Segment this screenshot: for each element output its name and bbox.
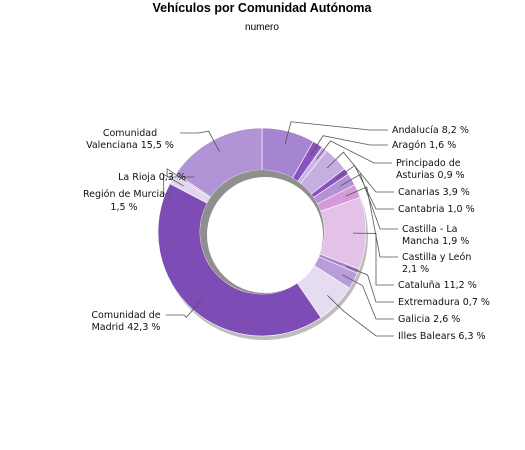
leader-line-12	[163, 173, 184, 195]
chart-subtitle: numero	[245, 22, 279, 33]
slice-label-2: Principado de Asturias 0,9 %	[396, 158, 465, 181]
slice-labels: Andalucía 8,2 % Aragón 1,6 % Principado de…	[83, 125, 490, 342]
slice-label-4: Cantabria 1,0 %	[398, 204, 475, 215]
leader-line-7	[352, 232, 394, 286]
slice-label-1: Aragón 1,6 %	[392, 140, 456, 151]
leader-line-9	[342, 274, 394, 320]
slice-label-10: Illes Balears 6,3 %	[398, 331, 486, 342]
leader-line-11	[165, 299, 202, 318]
leader-line-2	[316, 140, 392, 164]
slice-label-12: Región de Murcia 1,5 %	[83, 189, 165, 213]
leader-line-3	[326, 151, 394, 193]
donut-hole	[207, 177, 323, 293]
slice-label-8: Extremadura 0,7 %	[398, 297, 490, 308]
slices-group	[157, 127, 368, 340]
slice-label-7: Cataluña 11,2 %	[398, 280, 477, 291]
leader-line-8	[346, 265, 394, 303]
slice-label-0: Andalucía 8,2 %	[392, 125, 469, 136]
slice-label-13: La Rioja 0,3 %	[118, 172, 186, 183]
slice-label-11: Comunidad de Madrid 42,3 %	[91, 310, 160, 333]
leader-lines	[163, 121, 398, 337]
leader-line-13	[166, 168, 195, 182]
leader-line-5	[340, 173, 398, 230]
leader-line-6	[345, 186, 398, 258]
leader-line-14	[180, 130, 220, 152]
slice-label-3: Canarias 3,9 %	[398, 187, 470, 198]
slice-label-5: Castilla - La Mancha 1,9 %	[402, 224, 469, 247]
leader-line-1	[310, 135, 388, 156]
slice-label-6: Castilla y León 2,1 %	[402, 252, 471, 275]
chart-title: Vehículos por Comunidad Autónoma	[153, 1, 373, 15]
leader-line-10	[327, 295, 394, 337]
slice-label-9: Galicia 2,6 %	[398, 314, 460, 325]
slice-label-14: Comunidad Valenciana 15,5 %	[86, 128, 174, 151]
leader-line-0	[284, 121, 388, 145]
